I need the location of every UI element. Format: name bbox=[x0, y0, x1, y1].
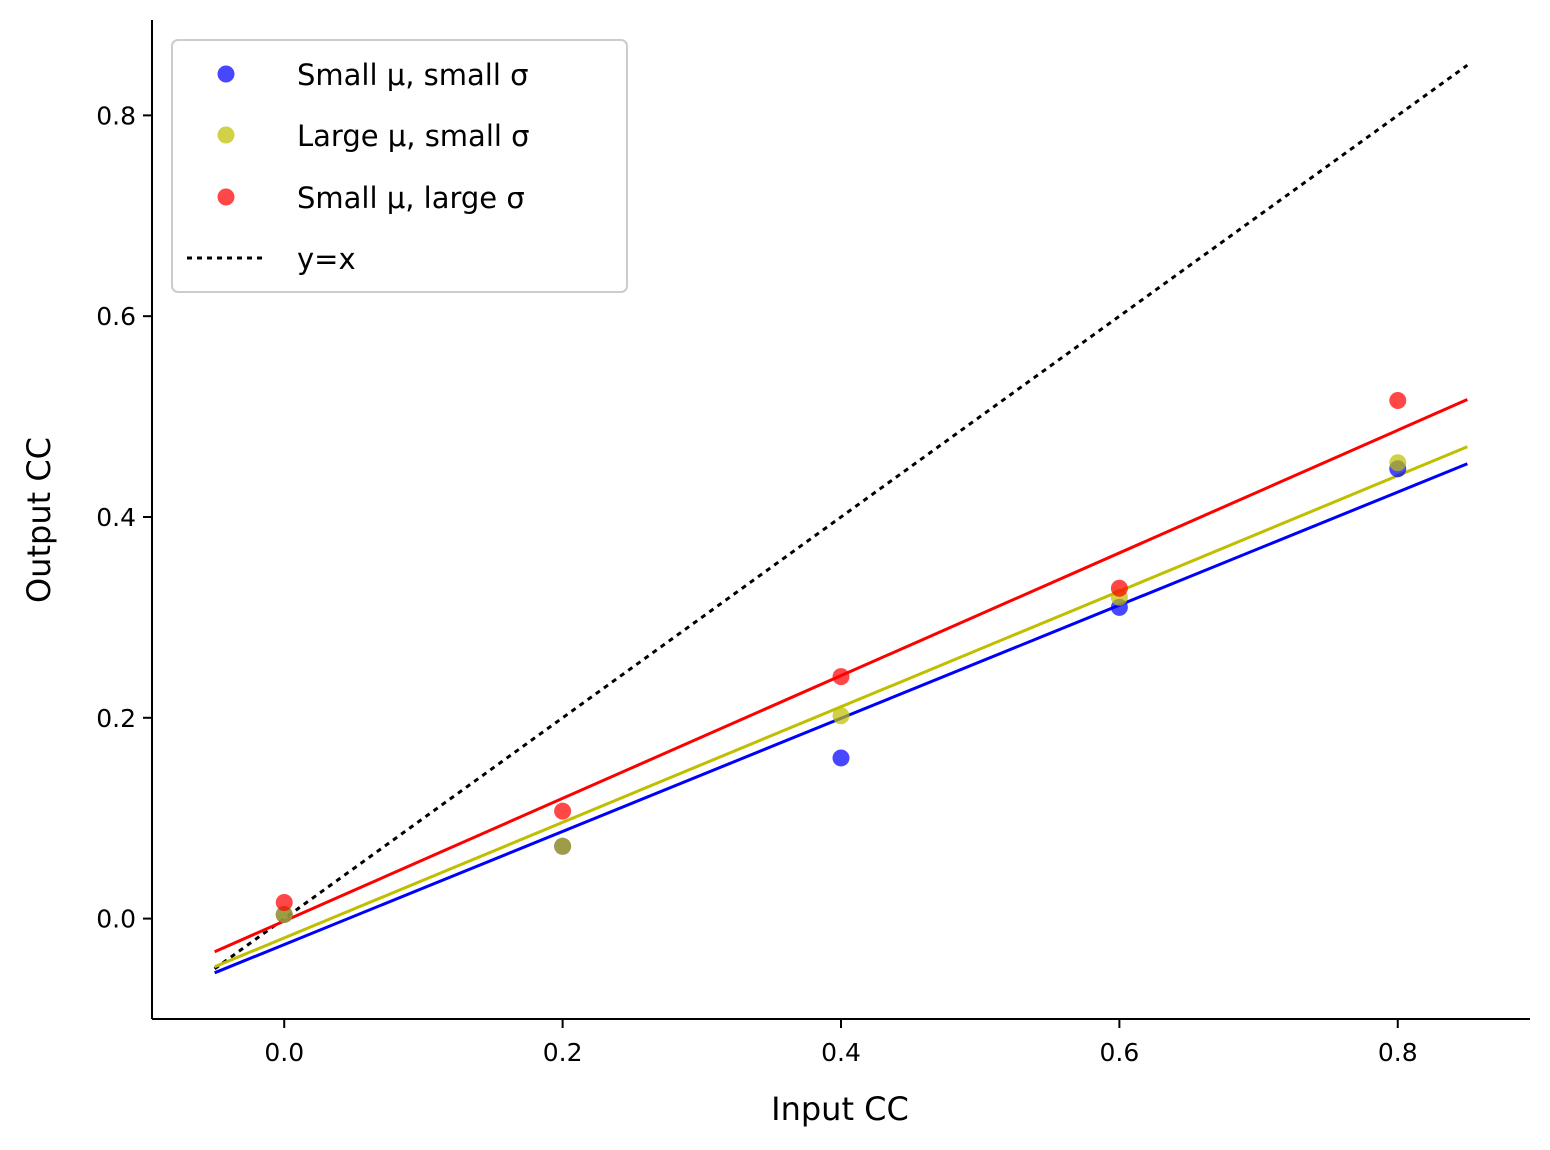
data-point-series-1 bbox=[832, 749, 850, 767]
legend-label-series-3: Small μ, large σ bbox=[297, 181, 525, 215]
x-tick-label: 0.4 bbox=[821, 1038, 861, 1067]
legend-label-series-1: Small μ, small σ bbox=[297, 58, 529, 92]
legend-frame bbox=[171, 39, 628, 293]
data-point-series-2 bbox=[554, 837, 572, 855]
x-tick-label: 0.0 bbox=[264, 1038, 304, 1067]
data-point-series-2 bbox=[1389, 454, 1407, 472]
ticks: 0.0 0.2 0.4 0.6 0.8 0.0 0.2 0.4 0.6 0.8 bbox=[96, 101, 1417, 1067]
legend-marker-series-3 bbox=[217, 188, 235, 206]
x-tick-label: 0.2 bbox=[543, 1038, 583, 1067]
legend-marker-series-1 bbox=[217, 65, 235, 83]
y-tick-label: 0.0 bbox=[96, 905, 136, 934]
y-axis-label: Output CC bbox=[20, 437, 58, 603]
data-point-series-3 bbox=[554, 802, 572, 820]
y-tick-label: 0.6 bbox=[96, 302, 136, 331]
data-point-series-3 bbox=[832, 668, 850, 686]
data-points bbox=[275, 392, 1407, 924]
legend-label-reference-line: y=x bbox=[297, 242, 356, 276]
data-point-series-2 bbox=[832, 707, 850, 725]
data-point-series-3 bbox=[275, 894, 293, 912]
data-point-series-3 bbox=[1110, 579, 1128, 597]
legend: Small μ, small σ Large μ, small σ Small μ,… bbox=[171, 39, 628, 293]
x-axis-label: Input CC bbox=[771, 1090, 909, 1128]
legend-label-series-2: Large μ, small σ bbox=[297, 119, 530, 153]
x-tick-label: 0.8 bbox=[1378, 1038, 1418, 1067]
y-tick-label: 0.8 bbox=[96, 101, 136, 130]
legend-marker-series-2 bbox=[217, 126, 235, 144]
y-tick-label: 0.2 bbox=[96, 704, 136, 733]
data-point-series-3 bbox=[1389, 392, 1407, 410]
reference-line-y-equals-x bbox=[213, 63, 1469, 971]
x-tick-label: 0.6 bbox=[1100, 1038, 1140, 1067]
data-point-series-2 bbox=[275, 906, 293, 924]
y-tick-label: 0.4 bbox=[96, 503, 136, 532]
fit-line-series-2 bbox=[214, 445, 1468, 969]
